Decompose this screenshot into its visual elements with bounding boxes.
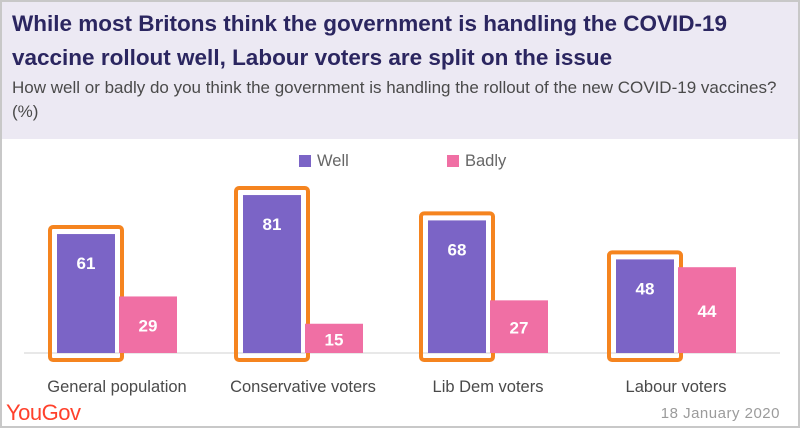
value-label-badly-1: 29	[139, 317, 158, 336]
category-label-2: Conservative voters	[230, 378, 376, 396]
category-label-3: Lib Dem voters	[433, 378, 544, 396]
highlight-box-3	[419, 211, 495, 362]
header-band	[2, 2, 798, 139]
value-label-badly-2: 15	[325, 330, 344, 349]
value-label-badly-4: 44	[698, 302, 717, 321]
highlight-box-1	[48, 225, 124, 362]
bar-well-2	[243, 195, 301, 353]
yougov-logo: YouGov	[6, 400, 81, 425]
value-label-well-1: 61	[77, 254, 96, 273]
value-label-well-2: 81	[263, 215, 282, 234]
bar-well-3	[428, 220, 486, 353]
bar-well-4	[616, 259, 674, 353]
chart-subtitle: How well or badly do you think the gover…	[12, 78, 777, 121]
bar-well-1	[57, 234, 115, 353]
value-label-well-4: 48	[636, 279, 655, 298]
legend-label-well: Well	[317, 152, 349, 170]
chart-title: While most Britons think the government …	[12, 11, 728, 70]
value-label-badly-3: 27	[510, 319, 529, 338]
category-label-1: General population	[47, 378, 186, 396]
date-label: 18 January 2020	[660, 405, 780, 422]
legend-label-badly: Badly	[465, 152, 507, 170]
bar-badly-4	[678, 267, 736, 353]
bar-badly-2	[305, 323, 363, 353]
bar-badly-1	[119, 296, 177, 353]
highlight-box-2	[234, 186, 310, 362]
value-label-well-3: 68	[448, 240, 467, 259]
category-label-4: Labour voters	[626, 378, 727, 396]
legend-swatch-well	[299, 155, 311, 167]
legend-swatch-badly	[447, 155, 459, 167]
bar-badly-3	[490, 300, 548, 353]
